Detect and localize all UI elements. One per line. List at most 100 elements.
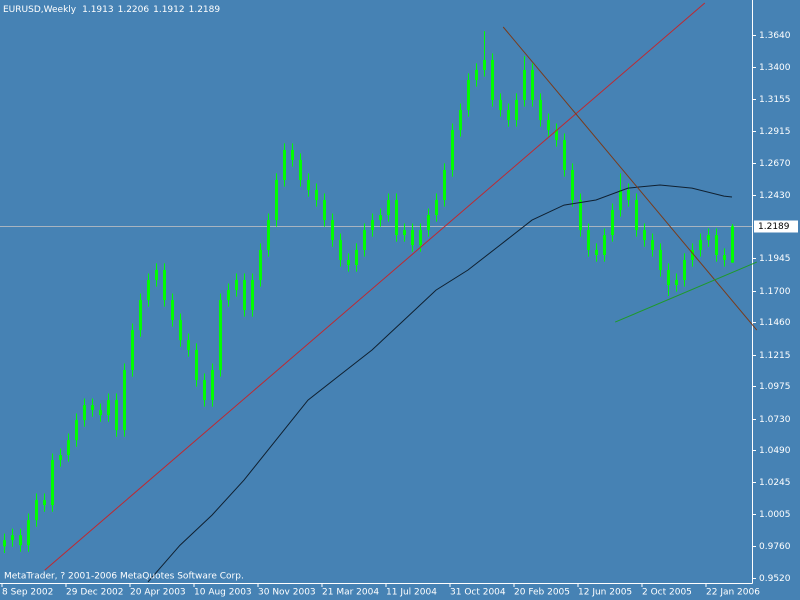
- candle-body: [563, 140, 566, 170]
- candle-body: [3, 540, 6, 547]
- candle-body: [187, 340, 190, 351]
- candle-body: [339, 240, 342, 261]
- candle-body: [603, 235, 606, 255]
- last-open: 1.1913: [82, 5, 114, 15]
- candle-body: [219, 300, 222, 371]
- candle-body: [51, 460, 54, 506]
- candle-body: [699, 240, 702, 250]
- candle-body: [291, 149, 294, 160]
- candle-body: [259, 249, 262, 281]
- candle-body: [651, 240, 654, 250]
- candle-body: [163, 270, 166, 301]
- y-tick-label: 0.9760: [759, 542, 791, 552]
- candle-body: [27, 520, 30, 546]
- candle-body: [475, 69, 478, 80]
- candle-body: [491, 59, 494, 101]
- moving-average: [147, 184, 733, 583]
- candle-body: [499, 100, 502, 111]
- y-tick-label: 1.1700: [759, 287, 791, 297]
- y-tick-label: 1.3155: [759, 95, 791, 105]
- x-tick-label: 10 Aug 2003: [194, 588, 252, 598]
- y-tick-label: 1.2430: [759, 191, 791, 201]
- candle-body: [59, 455, 62, 461]
- bid-label-box: [754, 220, 798, 233]
- x-tick-label: 21 Mar 2004: [322, 588, 379, 598]
- candle-body: [443, 169, 446, 201]
- candle-body: [611, 210, 614, 236]
- candle-body: [507, 110, 510, 121]
- candle-body: [171, 300, 174, 321]
- candle-body: [67, 440, 70, 456]
- candle-body: [427, 215, 430, 231]
- y-tick-label: 1.3640: [759, 31, 791, 41]
- candle-body: [155, 270, 158, 281]
- candle-body: [723, 254, 726, 261]
- candle-body: [667, 270, 670, 286]
- candle-body: [179, 320, 182, 341]
- candle-body: [403, 230, 406, 236]
- candle-body: [139, 300, 142, 331]
- candle-body: [243, 280, 246, 311]
- x-tick-label: 20 Apr 2003: [130, 588, 186, 598]
- candle-body: [91, 405, 94, 411]
- candle-body: [379, 215, 382, 221]
- candle-body: [267, 220, 270, 250]
- x-tick-label: 11 Jul 2004: [386, 588, 437, 598]
- bid-label: 1.2189: [758, 222, 790, 232]
- candle-body: [307, 180, 310, 191]
- candle-body: [115, 400, 118, 431]
- candle-body: [147, 280, 150, 301]
- candle-body: [363, 230, 366, 250]
- candle-body: [323, 200, 326, 221]
- candle-body: [691, 249, 694, 261]
- trendline: [44, 2, 706, 571]
- candle-body: [251, 280, 254, 311]
- candle-body: [459, 110, 462, 131]
- candle-body: [555, 130, 558, 141]
- candle-body: [523, 69, 526, 101]
- x-tick-label: 8 Sep 2002: [2, 588, 53, 598]
- candle-body: [19, 535, 22, 546]
- candle-body: [619, 190, 622, 211]
- candle-body: [659, 249, 662, 271]
- candle-body: [635, 200, 638, 231]
- footer: MetaTrader, ? 2001-2006 MetaQuotes Softw…: [4, 572, 244, 582]
- candle-body: [283, 149, 286, 181]
- candle-body: [123, 370, 126, 431]
- candle-body: [299, 159, 302, 181]
- y-tick-label: 0.9520: [759, 574, 791, 584]
- candle-body: [315, 190, 318, 201]
- candle-body: [11, 535, 14, 541]
- candle-body: [83, 405, 86, 421]
- candle-body: [195, 350, 198, 381]
- candle-body: [531, 69, 534, 101]
- y-tick-label: 1.3400: [759, 63, 791, 73]
- candle-body: [275, 180, 278, 221]
- candle-body: [467, 79, 470, 111]
- y-tick-label: 1.1945: [759, 254, 791, 264]
- last-high: 1.2206: [118, 5, 150, 15]
- trendline: [615, 261, 757, 323]
- y-tick-label: 1.0730: [759, 415, 791, 425]
- candle-body: [35, 500, 38, 521]
- candle-body: [515, 100, 518, 121]
- x-tick-label: 12 Jun 2005: [578, 588, 632, 598]
- x-tick-label: 2 Oct 2005: [642, 588, 692, 598]
- candle-body: [107, 400, 110, 416]
- y-tick-label: 1.1460: [759, 318, 791, 328]
- candle-body: [131, 330, 134, 371]
- candle-body: [595, 249, 598, 255]
- y-tick-label: 1.0975: [759, 382, 791, 392]
- candle-body: [683, 260, 686, 281]
- candle-body: [43, 500, 46, 506]
- x-tick-label: 20 Feb 2005: [514, 588, 570, 598]
- symbol: EURUSD,Weekly: [3, 5, 77, 15]
- candle-body: [731, 226, 734, 263]
- candle-body: [75, 420, 78, 441]
- candle-body: [227, 290, 230, 301]
- y-tick-label: 1.1215: [759, 351, 791, 361]
- candle-body: [675, 280, 678, 286]
- candle-body: [331, 220, 334, 241]
- candle-body: [211, 370, 214, 401]
